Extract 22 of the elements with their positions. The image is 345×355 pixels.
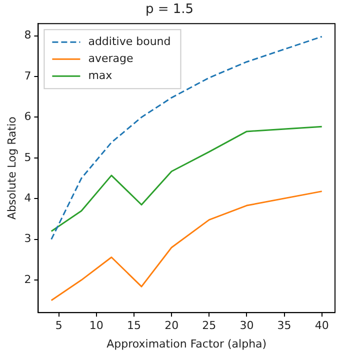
x-tick-label: 40	[314, 319, 329, 332]
y-tick-label: 8	[24, 28, 32, 42]
legend-label: max	[88, 68, 113, 82]
x-tick-label: 20	[164, 319, 179, 332]
x-tick-label: 25	[202, 319, 216, 332]
x-tick-label: 35	[277, 319, 292, 332]
x-tick-label: 5	[55, 319, 62, 332]
chart-title: p = 1.5	[145, 2, 194, 18]
x-tick-label: 15	[127, 319, 141, 332]
y-tick-label: 2	[24, 272, 32, 286]
legend-label: additive bound	[88, 34, 171, 48]
y-tick-label: 7	[24, 69, 32, 82]
line-series	[50, 36, 323, 240]
y-axis-title: Absolute Log Ratio	[5, 116, 18, 220]
legend-label: average	[88, 52, 134, 65]
x-tick-label: 30	[240, 319, 254, 332]
x-axis-title: Approximation Factor (alpha)	[106, 337, 267, 350]
y-tick-label: 3	[24, 232, 32, 246]
y-tick-label: 5	[24, 150, 32, 164]
y-tick-label: 4	[24, 191, 32, 204]
y-tick-label: 6	[24, 110, 32, 124]
x-tick-label: 10	[89, 319, 104, 332]
